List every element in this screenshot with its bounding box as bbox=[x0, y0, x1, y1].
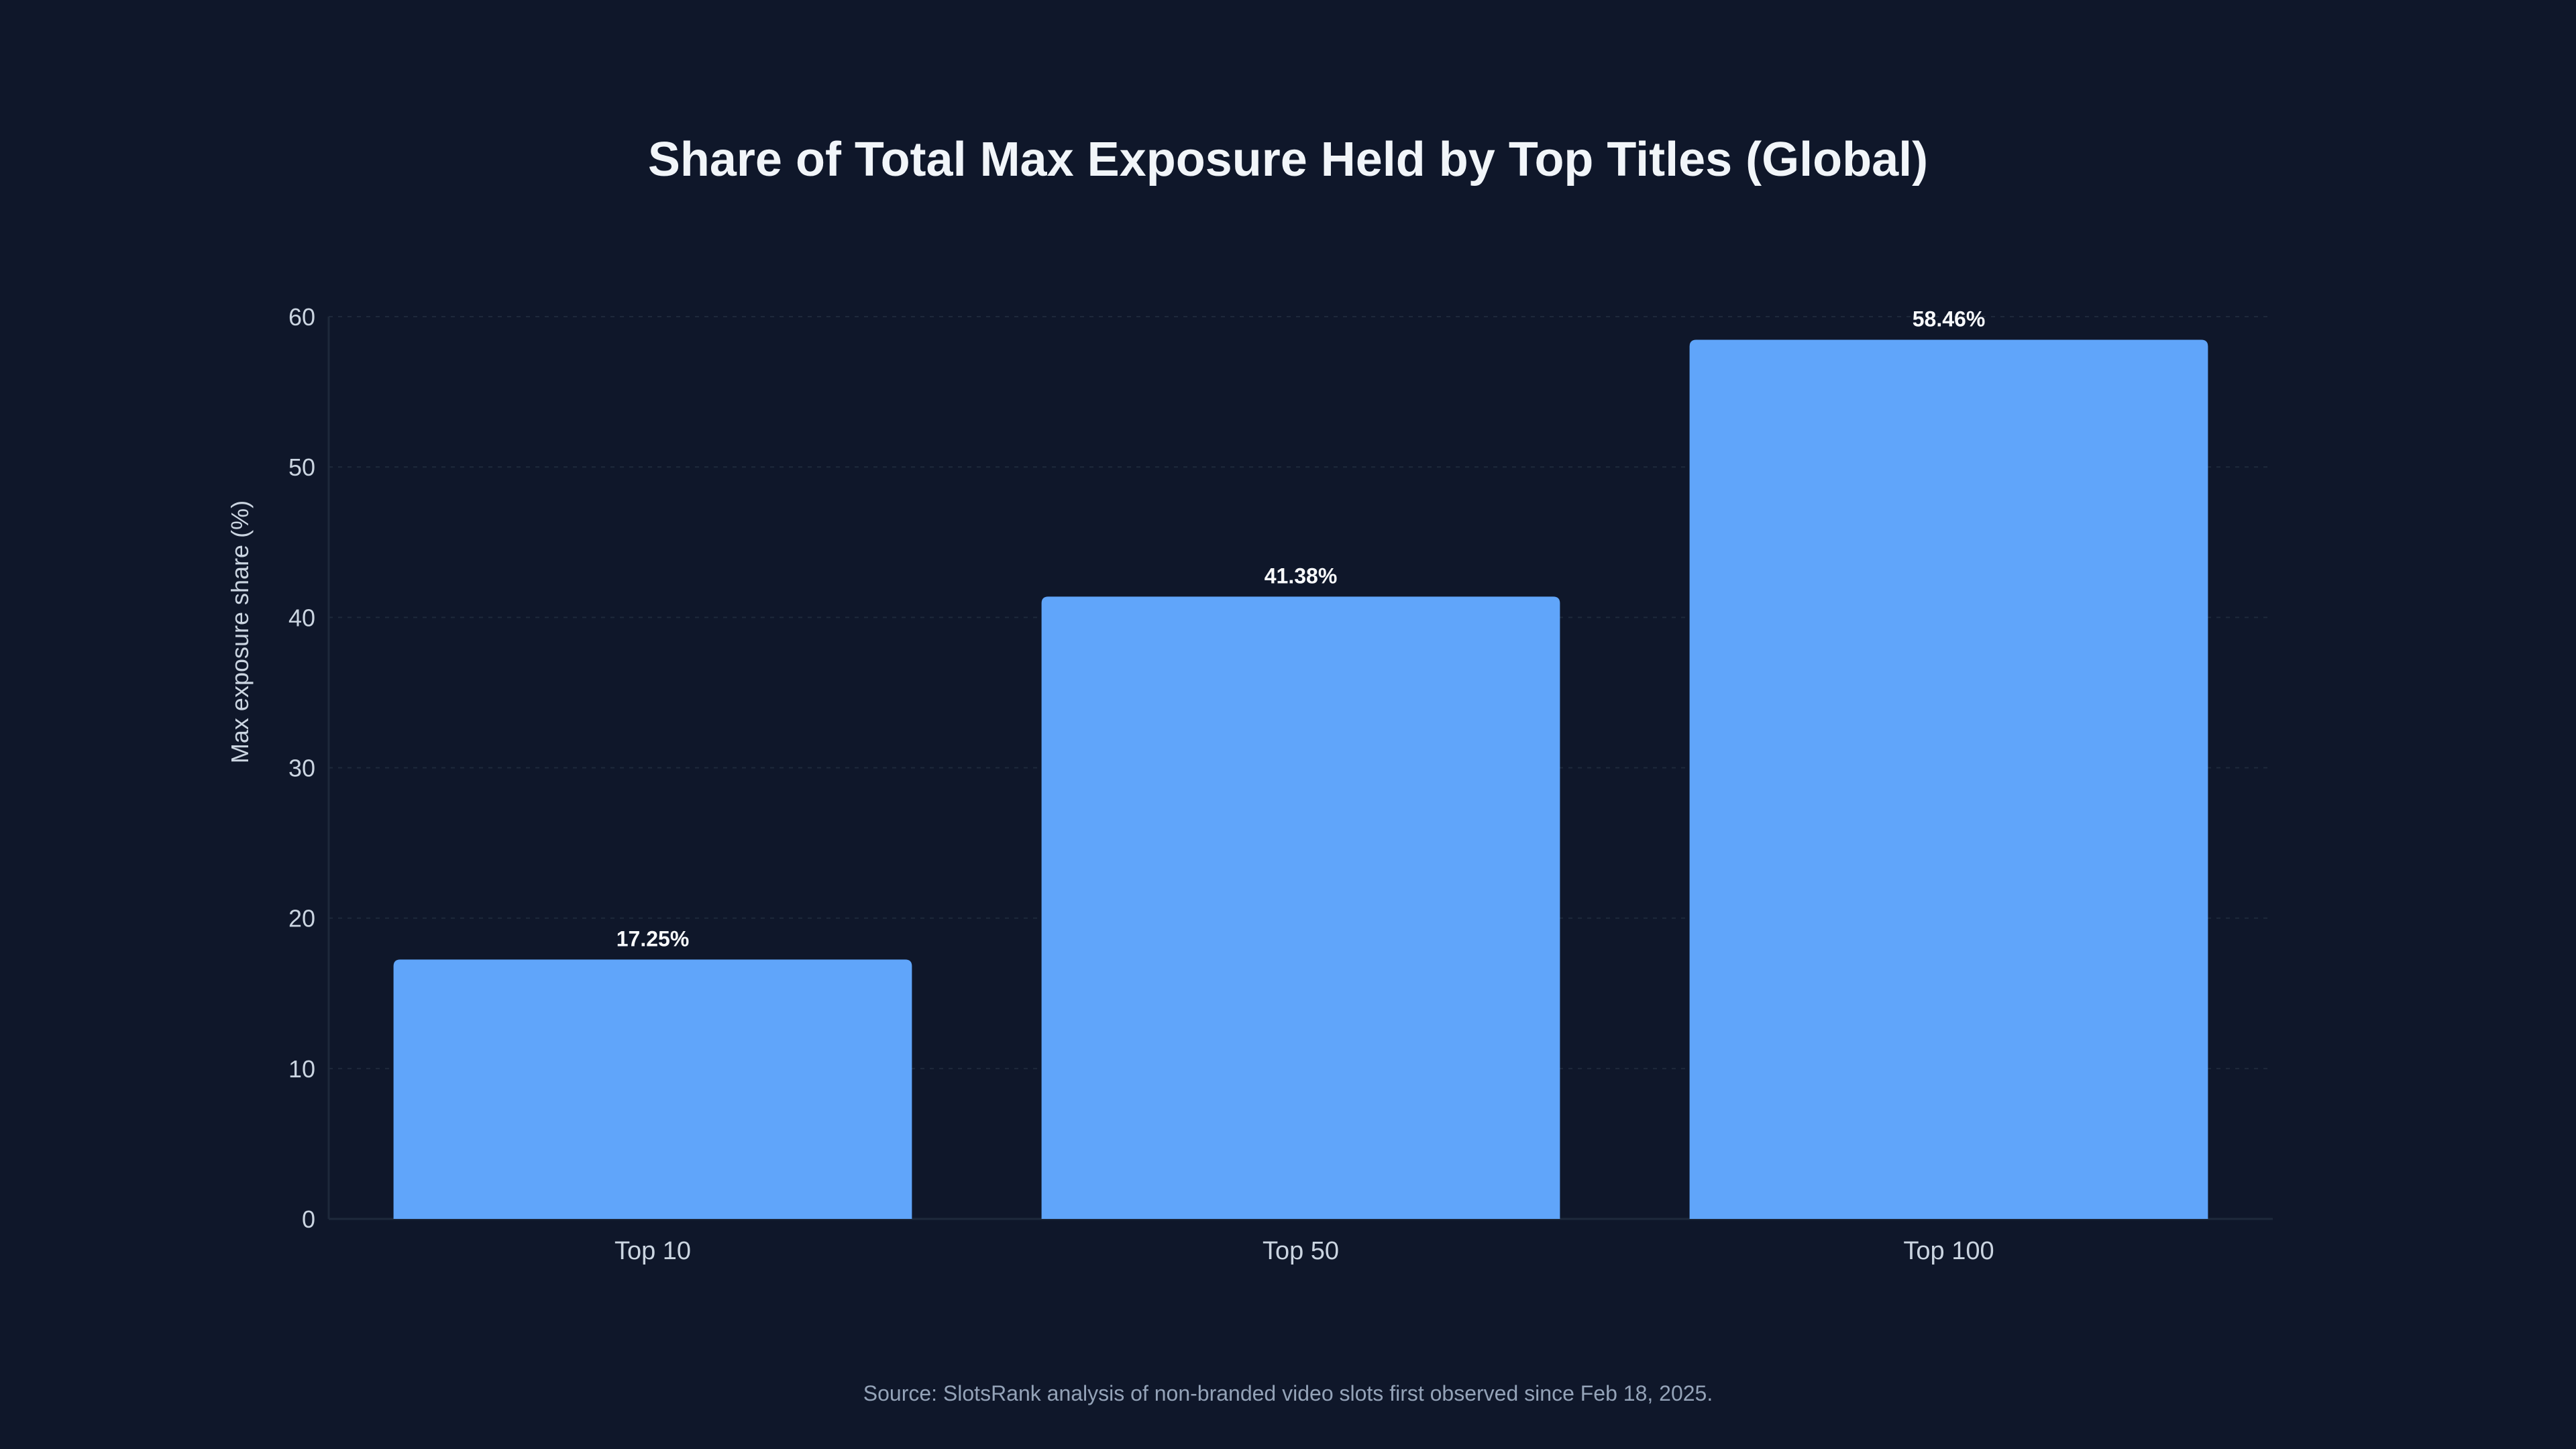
bar-value-labels: 17.25% 41.38% 58.46% bbox=[616, 307, 1986, 951]
x-tick-label: Top 50 bbox=[1263, 1237, 1339, 1265]
y-tick-label: 0 bbox=[302, 1205, 315, 1233]
y-tick-label: 10 bbox=[288, 1055, 315, 1083]
bar-value-label: 17.25% bbox=[616, 926, 690, 951]
bar-top-50 bbox=[1041, 596, 1560, 1219]
y-tick-label: 60 bbox=[288, 303, 315, 331]
bar-top-10 bbox=[393, 959, 912, 1219]
y-tick-label: 40 bbox=[288, 604, 315, 631]
bar-value-label: 41.38% bbox=[1265, 564, 1338, 588]
x-tick-label: Top 10 bbox=[614, 1237, 691, 1265]
y-tick-label: 20 bbox=[288, 905, 315, 932]
x-tick-labels: Top 10 Top 50 Top 100 bbox=[614, 1237, 1994, 1265]
y-axis-label: Max exposure share (%) bbox=[226, 500, 254, 763]
source-note: Source: SlotsRank analysis of non-brande… bbox=[863, 1381, 1713, 1405]
bar-top-100 bbox=[1689, 339, 2208, 1219]
y-tick-labels: 0 10 20 30 40 50 60 bbox=[288, 303, 315, 1233]
y-tick-label: 30 bbox=[288, 755, 315, 782]
y-tick-label: 50 bbox=[288, 453, 315, 481]
bar-value-label: 58.46% bbox=[1913, 307, 1986, 331]
chart-title: Share of Total Max Exposure Held by Top … bbox=[648, 133, 1928, 186]
bars bbox=[393, 339, 2208, 1219]
x-tick-label: Top 100 bbox=[1903, 1237, 1994, 1265]
